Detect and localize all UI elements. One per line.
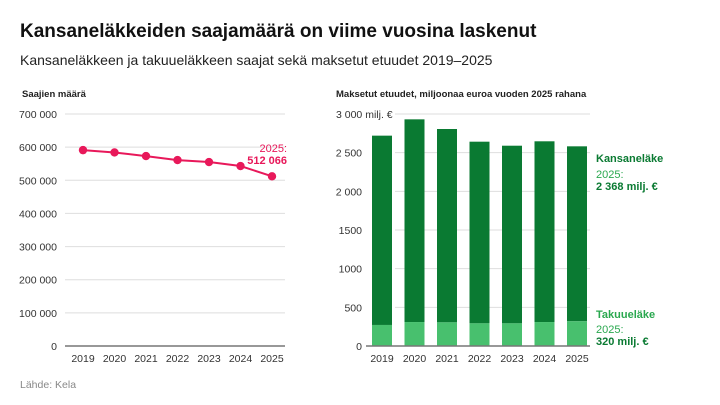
y-tick-label: 100 000 [19, 308, 57, 320]
annotation-label: 2025: [596, 324, 624, 336]
y-tick-label: 1000 [339, 264, 363, 276]
x-tick-label: 2021 [134, 353, 158, 365]
data-point [110, 148, 119, 157]
x-tick-label: 2022 [468, 353, 492, 365]
x-tick-label: 2019 [370, 353, 394, 365]
bar-kansanelake [404, 119, 425, 323]
page-subtitle: Kansaneläkkeen ja takuueläkkeen saajat s… [20, 52, 493, 68]
y-tick-label: 700 000 [19, 109, 57, 121]
bar-takuuelake [404, 322, 425, 346]
y-tick-label: 300 000 [19, 242, 57, 254]
bar-takuuelake [469, 323, 490, 346]
x-tick-label: 2024 [533, 353, 557, 365]
annotation-label: 2025: [259, 143, 287, 155]
legend-kansanelake: Kansaneläke [596, 153, 663, 165]
source-note: Lähde: Kela [20, 379, 76, 391]
y-tick-label: 2 500 [336, 148, 362, 160]
y-tick-label: 3 000 milj. € [336, 109, 393, 121]
y-tick-label: 500 [344, 302, 362, 314]
data-point [267, 172, 277, 181]
bar-kansanelake [534, 141, 555, 323]
line-chart-title: Saajien määrä [22, 89, 87, 100]
bar-chart: Maksetut etuudet, miljoonaa euroa vuoden… [336, 89, 664, 365]
bar-kansanelake [437, 129, 457, 323]
y-tick-label: 1500 [339, 225, 363, 237]
y-tick-label: 0 [51, 341, 57, 353]
data-point [141, 151, 151, 161]
y-tick-label: 600 000 [19, 142, 57, 154]
page-title: Kansaneläkkeiden saajamäärä on viime vuo… [20, 21, 537, 42]
legend-takuuelake: Takuueläke [596, 309, 655, 321]
bar-kansanelake [469, 141, 490, 324]
bar-takuuelake [372, 324, 392, 346]
y-tick-label: 2 000 [336, 186, 362, 198]
x-tick-label: 2021 [435, 353, 459, 365]
annotation-value: 2 368 milj. € [596, 181, 658, 193]
bar-chart-title: Maksetut etuudet, miljoonaa euroa vuoden… [336, 89, 587, 100]
x-tick-label: 2023 [500, 353, 524, 365]
annotation-value: 320 milj. € [596, 336, 649, 348]
data-point [78, 145, 88, 155]
x-tick-label: 2025 [260, 353, 284, 365]
x-tick-label: 2025 [565, 353, 589, 365]
annotation-label: 2025: [596, 169, 624, 181]
bar-takuuelake [534, 322, 555, 346]
data-point [173, 155, 182, 165]
x-tick-label: 2020 [403, 353, 427, 365]
y-tick-label: 200 000 [19, 275, 57, 287]
x-tick-label: 2023 [197, 353, 221, 365]
y-tick-label: 400 000 [19, 208, 57, 220]
x-tick-label: 2020 [103, 353, 127, 365]
y-tick-label: 0 [356, 341, 362, 353]
annotation-value: 512 066 [247, 155, 287, 167]
bar-takuuelake [567, 321, 587, 346]
x-tick-label: 2019 [71, 353, 95, 365]
y-tick-label: 500 000 [19, 175, 57, 187]
data-point [236, 161, 245, 171]
x-tick-label: 2022 [166, 353, 190, 365]
line-chart: Saajien määrä 0 100 000 200 000 300 000 400 … [19, 89, 287, 365]
bar-kansanelake [372, 135, 392, 325]
bar-kansanelake [502, 145, 522, 324]
x-tick-label: 2024 [229, 353, 253, 365]
bar-takuuelake [502, 323, 522, 346]
bar-kansanelake [567, 146, 587, 322]
bar-takuuelake [437, 322, 457, 346]
data-point [204, 157, 214, 167]
